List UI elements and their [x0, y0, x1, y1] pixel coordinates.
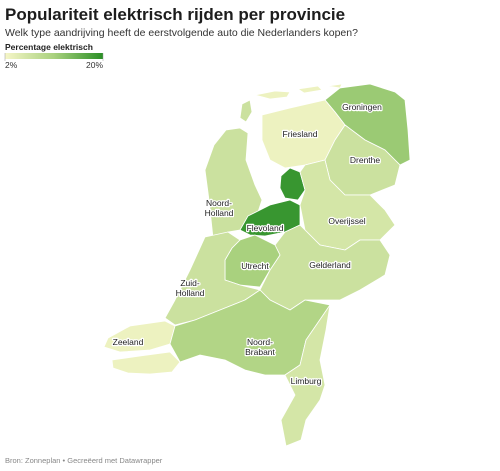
- province-shape: [280, 304, 331, 447]
- province-label: Flevoland: [247, 223, 284, 233]
- province-label: Groningen: [342, 102, 382, 112]
- province-shape: [239, 99, 253, 123]
- province-label: Friesland: [283, 129, 318, 139]
- legend-bar: [5, 53, 103, 59]
- label-line: Zuid-: [180, 278, 200, 288]
- province-shape: [111, 351, 181, 375]
- province-label: Gelderland: [309, 260, 351, 270]
- province-shape: [279, 167, 306, 201]
- label-line: Holland: [176, 288, 205, 298]
- province-shape: [327, 83, 343, 89]
- province-label: Limburg: [291, 376, 322, 386]
- labels: GroningenFrieslandDrentheNoord-HollandFl…: [111, 101, 383, 388]
- province-shape: [254, 90, 291, 100]
- province-label: Noord-Brabant: [245, 337, 275, 357]
- province-label: Zuid-Holland: [176, 278, 205, 298]
- label-line: Noord-: [206, 198, 232, 208]
- province-label: Zeeland: [113, 337, 144, 347]
- province-label: Utrecht: [241, 261, 269, 271]
- legend-title: Percentage elektrisch: [5, 42, 93, 52]
- subtitle: Welk type aandrijving heeft de eerstvolg…: [5, 27, 358, 39]
- province-label: Overijssel: [328, 216, 365, 226]
- province-label: Drenthe: [350, 155, 381, 165]
- province-label: Noord-Holland: [205, 198, 234, 218]
- legend-label: 20%: [86, 60, 103, 70]
- label-line: Noord-: [247, 337, 273, 347]
- province: [103, 320, 181, 375]
- province: [280, 304, 331, 447]
- title: Populariteit elektrisch rijden per provi…: [5, 5, 345, 24]
- province-shape: [297, 85, 323, 94]
- legend-label: 2%: [5, 60, 18, 70]
- source: Bron: Zonneplan • Gecreëerd met Datawrap…: [5, 456, 163, 465]
- province-shape: [204, 127, 263, 239]
- province: [204, 99, 263, 239]
- regions: [103, 83, 411, 447]
- label-line: Holland: [205, 208, 234, 218]
- label-line: Brabant: [245, 347, 275, 357]
